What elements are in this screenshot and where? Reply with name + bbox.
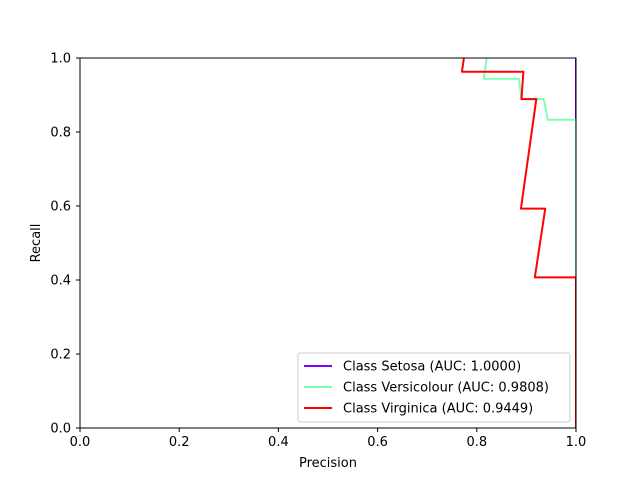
x-tick-label: 0.0 bbox=[70, 435, 91, 450]
legend-label-3: Class Virginica (AUC: 0.9449) bbox=[343, 402, 533, 417]
legend-items: Class Setosa (AUC: 1.0000) Class Versicol… bbox=[304, 360, 549, 417]
y-tick-label: 0.0 bbox=[50, 422, 71, 437]
y-tick-label: 0.6 bbox=[50, 200, 71, 215]
legend-label-2: Class Versicolour (AUC: 0.9808) bbox=[343, 381, 549, 396]
x-tick-label: 0.4 bbox=[268, 435, 289, 450]
plot-frame bbox=[79, 57, 577, 429]
y-tick-label: 1.0 bbox=[50, 52, 71, 67]
ticks-layer: 0.0 0.2 0.4 0.6 0.8 1.0 0.0 0.2 0.4 0.6 0.8 1.0 bbox=[50, 52, 586, 451]
x-tick-label: 0.6 bbox=[367, 435, 388, 450]
y-tick-label: 0.4 bbox=[50, 274, 71, 289]
x-tick-label: 0.8 bbox=[466, 435, 487, 450]
series-layer bbox=[460, 58, 576, 428]
y-tick-label: 0.8 bbox=[50, 126, 71, 141]
legend-label-1: Class Setosa (AUC: 1.0000) bbox=[343, 360, 521, 375]
x-tick-label: 0.2 bbox=[169, 435, 190, 450]
legend: Class Setosa (AUC: 1.0000) Class Versicol… bbox=[297, 352, 571, 423]
series-line-3 bbox=[460, 58, 576, 428]
x-tick-label: 1.0 bbox=[566, 435, 587, 450]
y-tick-label: 0.2 bbox=[50, 348, 71, 363]
y-axis-label: Recall bbox=[29, 224, 44, 263]
legend-box bbox=[297, 352, 571, 423]
x-axis-label: Precision bbox=[299, 456, 357, 471]
